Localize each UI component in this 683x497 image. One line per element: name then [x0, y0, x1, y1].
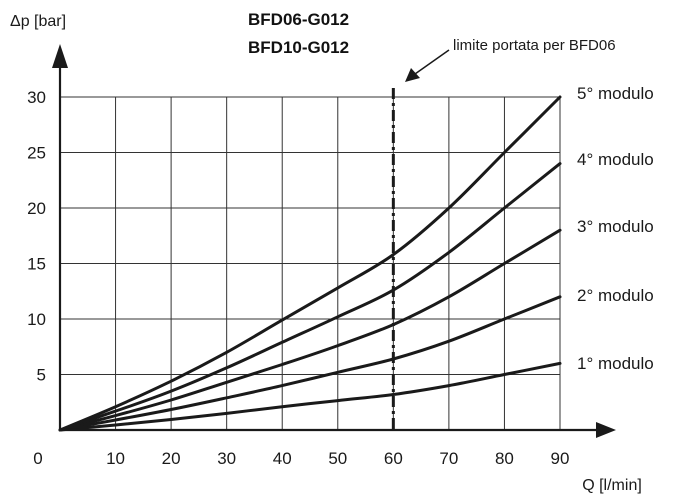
tick-labels: 0 10 20 30 40 50 60 70 80 90 5 10 15 20 25 30 — [27, 88, 569, 468]
series-lines — [58, 95, 562, 432]
x-tick-label: 70 — [439, 449, 458, 468]
x-tick-label: 80 — [495, 449, 514, 468]
x-tick-label: 30 — [217, 449, 236, 468]
y-tick-label: 20 — [27, 199, 46, 218]
y-tick-label: 25 — [27, 144, 46, 163]
x-axis-label: Q [l/min] — [582, 477, 642, 494]
y-tick-label: 5 — [37, 366, 46, 385]
x-tick-label: 90 — [551, 449, 570, 468]
limit-annotation-pointer — [414, 49, 450, 75]
series-line-4 — [58, 162, 562, 432]
y-tick-label: 10 — [27, 310, 46, 329]
x-tick-label: 60 — [384, 449, 403, 468]
x-tick-label: 40 — [273, 449, 292, 468]
series-line-1 — [58, 361, 562, 432]
series-line-3 — [58, 228, 562, 432]
x-tick-label: 10 — [106, 449, 125, 468]
grid — [60, 96, 561, 430]
series-labels: 1° modulo 2° modulo 3° modulo 4° modulo 5° m… — [577, 84, 654, 373]
limit-annotation-arrow — [405, 68, 420, 82]
series-label-5: 5° modulo — [577, 84, 654, 103]
x-axis-arrow — [596, 422, 616, 438]
series-line-5 — [58, 95, 562, 432]
x-tick-label: 0 — [33, 449, 42, 468]
axes — [52, 44, 616, 438]
series-label-2: 2° modulo — [577, 286, 654, 305]
y-axis-arrow — [52, 44, 68, 68]
series-label-4: 4° modulo — [577, 150, 654, 169]
title-line-1: BFD06-G012 — [248, 10, 349, 29]
series-label-1: 1° modulo — [577, 354, 654, 373]
y-axis-label: Δp [bar] — [10, 13, 66, 30]
limit-annotation: limite portata per BFD06 — [453, 37, 616, 54]
x-tick-label: 20 — [162, 449, 181, 468]
title-line-2: BFD10-G012 — [248, 38, 349, 57]
series-line-2 — [58, 295, 562, 432]
y-tick-label: 15 — [27, 255, 46, 274]
series-label-3: 3° modulo — [577, 217, 654, 236]
x-tick-label: 50 — [328, 449, 347, 468]
y-tick-label: 30 — [27, 88, 46, 107]
